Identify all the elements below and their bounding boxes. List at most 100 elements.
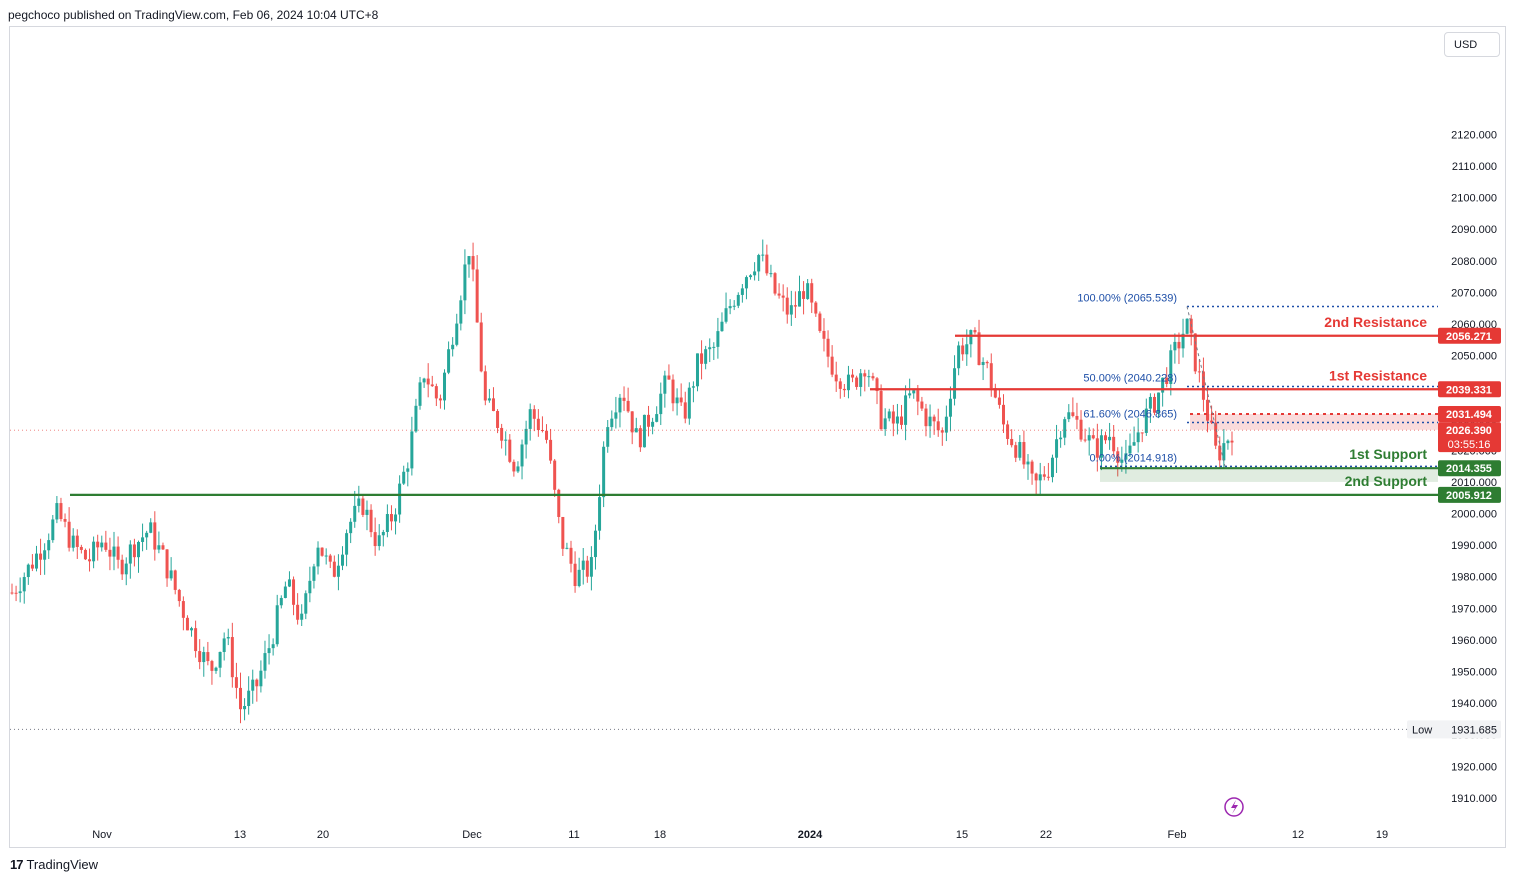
candle-body	[185, 617, 189, 631]
candle-body	[1148, 396, 1152, 409]
candle-body	[238, 687, 242, 710]
candle-body	[1116, 451, 1120, 463]
candle-body	[724, 308, 728, 322]
candle-body	[826, 338, 830, 357]
candle-body	[891, 411, 895, 424]
candle-body	[989, 363, 993, 389]
time-axis: Nov 13 20 Dec 11 18 2024 15 22 Feb 12 19	[92, 829, 1388, 841]
candle-body	[981, 361, 985, 366]
candle-body	[749, 275, 753, 278]
candle-body	[549, 439, 553, 461]
y-tick-label: 1990.000	[1451, 540, 1497, 552]
candle-body	[198, 651, 202, 663]
candle-body	[1079, 419, 1083, 440]
candle-body	[553, 460, 557, 490]
candle-body	[500, 427, 504, 441]
lightning-circle	[1224, 797, 1244, 817]
candle-body	[851, 374, 855, 378]
candle-body	[471, 256, 475, 270]
candle-body	[491, 398, 495, 412]
candle-body	[973, 330, 977, 333]
candle-body	[336, 565, 340, 577]
candle-body	[1075, 415, 1079, 420]
candle-body	[1034, 473, 1038, 481]
tradingview-logo[interactable]: 17 TradingView	[10, 857, 98, 872]
candle-body	[128, 544, 132, 564]
candle-body	[1063, 419, 1067, 438]
candle-body	[96, 541, 100, 548]
candle-body	[381, 531, 385, 536]
candle-body	[190, 628, 194, 631]
candle-body	[895, 416, 899, 424]
price-tag-box	[1438, 327, 1501, 344]
candle-body	[430, 384, 434, 387]
candle-body	[508, 439, 512, 462]
candle-body	[1026, 461, 1030, 465]
candle-body	[1230, 440, 1234, 443]
candle-body	[647, 414, 651, 427]
candle-body	[1112, 436, 1116, 452]
candle-body	[1181, 333, 1185, 349]
countdown-text: 03:55:16	[1448, 439, 1491, 451]
candle-body	[92, 541, 96, 562]
lightning-icon[interactable]	[1224, 797, 1244, 817]
candle-body	[136, 541, 140, 558]
candle-body	[977, 332, 981, 366]
candle-body	[863, 373, 867, 377]
candle-body	[153, 522, 157, 550]
x-tick-label: 2024	[798, 829, 823, 841]
candle-body	[565, 547, 569, 549]
chart-frame	[9, 26, 1506, 848]
candle-body	[842, 388, 846, 391]
candle-body	[300, 613, 304, 620]
candle-body	[234, 677, 238, 688]
x-tick-label: 15	[956, 829, 968, 841]
candle-body	[496, 411, 500, 428]
candle-body	[675, 397, 679, 404]
candle-body	[504, 439, 508, 441]
candle-body	[818, 313, 822, 331]
low-tag-value: 1931.685	[1451, 724, 1497, 736]
candle-body	[744, 277, 748, 289]
candle-body	[761, 254, 765, 256]
candle-body	[944, 416, 948, 433]
candle-body	[728, 306, 732, 309]
candle-body	[1055, 439, 1059, 458]
candle-body	[226, 637, 230, 639]
candle-body	[610, 418, 614, 428]
lightning-bolt	[1231, 800, 1238, 814]
x-tick-label: Nov	[92, 829, 112, 841]
candle-body	[365, 509, 369, 515]
candle-body	[169, 570, 173, 579]
candle-body	[1177, 341, 1181, 349]
candle-body	[716, 331, 720, 347]
candle-body	[536, 418, 540, 431]
candle-body	[1071, 412, 1075, 416]
candles-layer	[10, 239, 1234, 724]
currency-button[interactable]: USD	[1444, 32, 1500, 57]
candle-body	[704, 349, 708, 364]
y-tick-label: 2070.000	[1451, 287, 1497, 299]
price-tag-box	[1438, 460, 1501, 477]
y-tick-label: 1960.000	[1451, 635, 1497, 647]
candle-body	[194, 628, 198, 652]
candle-body	[993, 388, 997, 398]
candle-body	[969, 330, 973, 345]
candle-body	[773, 273, 777, 294]
candle-body	[806, 283, 810, 299]
price-tag-box	[1438, 381, 1501, 398]
candle-body	[618, 397, 622, 413]
candle-body	[296, 604, 300, 620]
x-tick-label: 20	[317, 829, 329, 841]
candle-body	[1091, 435, 1095, 439]
candle-body	[512, 461, 516, 472]
candle-body	[516, 466, 520, 472]
price-tag-box	[1438, 406, 1501, 423]
candle-body	[18, 591, 22, 594]
x-tick-label: 12	[1292, 829, 1304, 841]
candle-body	[1201, 371, 1205, 400]
candle-body	[793, 305, 797, 307]
candle-body	[700, 353, 704, 364]
candle-body	[157, 545, 161, 550]
